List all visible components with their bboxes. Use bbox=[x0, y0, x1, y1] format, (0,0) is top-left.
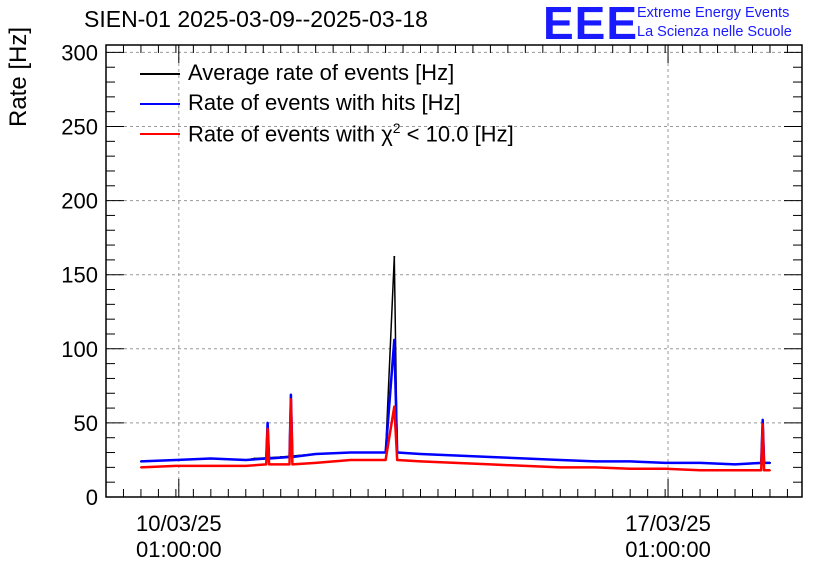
data-point-2 bbox=[594, 466, 597, 469]
data-point-2 bbox=[761, 423, 764, 426]
data-point-2 bbox=[734, 469, 737, 472]
data-point-1 bbox=[761, 418, 764, 421]
series-line-0 bbox=[140, 256, 771, 466]
data-point-1 bbox=[734, 463, 737, 466]
y-tick-label: 150 bbox=[61, 263, 98, 288]
legend-label-average: Average rate of events [Hz] bbox=[188, 60, 455, 85]
x-tick-label-time: 01:00:00 bbox=[136, 537, 222, 562]
data-point-1 bbox=[139, 460, 142, 463]
y-tick-label: 50 bbox=[74, 411, 98, 436]
data-point-2 bbox=[559, 466, 562, 469]
y-tick-label: 200 bbox=[61, 189, 98, 214]
data-point-1 bbox=[393, 338, 396, 341]
legend-label-hits: Rate of events with hits [Hz] bbox=[188, 90, 461, 115]
data-point-2 bbox=[393, 405, 396, 408]
data-point-2 bbox=[288, 463, 291, 466]
data-point-1 bbox=[768, 461, 771, 464]
data-point-1 bbox=[289, 393, 292, 396]
data-point-2 bbox=[664, 467, 667, 470]
data-point-2 bbox=[209, 464, 212, 467]
data-point-2 bbox=[384, 458, 387, 461]
data-point-1 bbox=[559, 458, 562, 461]
y-tick-label: 100 bbox=[61, 337, 98, 362]
legend-label-chi2-sup: 2 bbox=[392, 120, 401, 136]
data-point-1 bbox=[266, 421, 269, 424]
data-point-2 bbox=[289, 398, 292, 401]
legend-swatch-hits bbox=[140, 103, 180, 105]
data-point-2 bbox=[244, 464, 247, 467]
legend-swatch-average bbox=[140, 73, 180, 75]
plot-frame bbox=[105, 44, 803, 498]
data-point-1 bbox=[209, 457, 212, 460]
x-tick-label-time: 01:00:00 bbox=[625, 537, 711, 562]
x-tick-label-date: 17/03/25 bbox=[625, 511, 711, 536]
data-point-2 bbox=[763, 469, 766, 472]
x-tick-label-date: 10/03/25 bbox=[136, 511, 222, 536]
data-point-2 bbox=[265, 463, 268, 466]
data-point-2 bbox=[768, 469, 771, 472]
legend-label-chi2-post: < 10.0 [Hz] bbox=[400, 121, 514, 147]
y-tick-label: 300 bbox=[61, 40, 98, 65]
data-point-2 bbox=[760, 469, 763, 472]
data-point-2 bbox=[629, 467, 632, 470]
data-point-2 bbox=[699, 469, 702, 472]
data-point-0 bbox=[393, 255, 396, 258]
chart-title: SIEN-01 2025-03-09--2025-03-18 bbox=[84, 6, 428, 32]
data-point-2 bbox=[454, 461, 457, 464]
y-tick-label: 250 bbox=[61, 115, 98, 140]
data-point-1 bbox=[314, 453, 317, 456]
data-point-1 bbox=[454, 454, 457, 457]
legend-entry-average: Average rate of events [Hz] bbox=[140, 58, 600, 88]
data-point-2 bbox=[524, 464, 527, 467]
eee-logo-text: Extreme Energy Events La Scienza nelle S… bbox=[637, 4, 792, 42]
data-point-1 bbox=[594, 460, 597, 463]
data-point-1 bbox=[629, 460, 632, 463]
y-tick-label: 0 bbox=[86, 485, 98, 510]
legend: Average rate of events [Hz] Rate of even… bbox=[140, 58, 600, 148]
legend-label-chi2: Rate of events with χ2 < 10.0 [Hz] bbox=[188, 120, 514, 147]
data-point-1 bbox=[699, 461, 702, 464]
eee-logo: EEE bbox=[543, 0, 639, 49]
data-point-1 bbox=[174, 458, 177, 461]
data-point-2 bbox=[174, 464, 177, 467]
data-point-2 bbox=[314, 461, 317, 464]
series-line-1 bbox=[140, 338, 770, 466]
data-point-1 bbox=[419, 453, 422, 456]
data-point-2 bbox=[266, 427, 269, 430]
logo-line1: Extreme Energy Events bbox=[637, 5, 790, 21]
data-point-1 bbox=[489, 455, 492, 458]
data-point-2 bbox=[396, 458, 399, 461]
legend-swatch-chi2 bbox=[140, 133, 180, 135]
data-point-1 bbox=[244, 458, 247, 461]
logo-line2: La Scienza nelle Scuole bbox=[637, 24, 792, 40]
data-point-2 bbox=[419, 460, 422, 463]
data-point-2 bbox=[291, 463, 294, 466]
legend-label-chi2-pre: Rate of events with χ bbox=[188, 121, 393, 147]
data-point-2 bbox=[489, 463, 492, 466]
data-point-2 bbox=[349, 458, 352, 461]
legend-entry-chi2: Rate of events with χ2 < 10.0 [Hz] bbox=[140, 118, 600, 148]
legend-entry-hits: Rate of events with hits [Hz] bbox=[140, 88, 600, 118]
data-point-1 bbox=[664, 461, 667, 464]
data-point-2 bbox=[268, 463, 271, 466]
data-point-1 bbox=[349, 451, 352, 454]
data-point-2 bbox=[139, 466, 142, 469]
data-point-1 bbox=[524, 457, 527, 460]
